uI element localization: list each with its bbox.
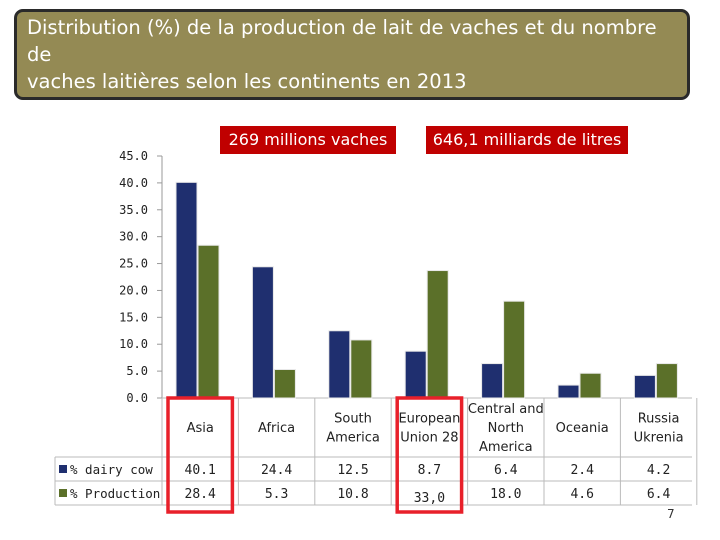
bar-dairy-cow bbox=[251, 266, 274, 399]
highlight-box bbox=[166, 396, 235, 514]
data-value: 6.4 bbox=[494, 463, 518, 478]
callout-cows: 269 millions vaches bbox=[220, 126, 396, 154]
y-tick-label: 30.0 bbox=[119, 230, 148, 244]
bar-dairy-cow bbox=[175, 181, 198, 399]
bar-production bbox=[273, 368, 296, 399]
data-value: 2.4 bbox=[570, 463, 594, 478]
bar-production bbox=[197, 244, 220, 399]
y-tick-label: 0.0 bbox=[126, 391, 148, 405]
legend-swatch bbox=[59, 465, 67, 473]
legend-label: % dairy cow bbox=[70, 462, 153, 477]
y-tick-label: 40.0 bbox=[119, 176, 148, 190]
legend-label: % Production bbox=[70, 486, 160, 501]
bar-production bbox=[655, 363, 678, 399]
data-value: 28.4 bbox=[185, 487, 216, 502]
y-tick-label: 5.0 bbox=[126, 364, 148, 378]
bar-production bbox=[350, 339, 373, 399]
data-value: 10.8 bbox=[337, 487, 368, 502]
y-tick-label: 15.0 bbox=[119, 310, 148, 324]
title-line-2: vaches laitières selon les continents en… bbox=[27, 70, 467, 93]
data-value: 24.4 bbox=[261, 463, 292, 478]
category-label: Ukrenia bbox=[634, 431, 684, 446]
data-value: 18.0 bbox=[490, 487, 521, 502]
category-label: European bbox=[398, 412, 460, 427]
bar-production bbox=[426, 270, 449, 399]
bar-dairy-cow bbox=[404, 350, 427, 399]
bar-dairy-cow bbox=[557, 384, 580, 399]
highlight-box bbox=[395, 396, 464, 514]
bar-dairy-cow bbox=[481, 363, 504, 399]
title-line-1: Distribution (%) de la production de lai… bbox=[27, 16, 657, 66]
bar-dairy-cow bbox=[328, 330, 351, 399]
y-tick-label: 25.0 bbox=[119, 257, 148, 271]
data-value: 33,0 bbox=[414, 491, 445, 506]
y-tick-label: 35.0 bbox=[119, 203, 148, 217]
data-value: 40.1 bbox=[185, 463, 216, 478]
category-label: South bbox=[334, 412, 372, 427]
category-label: Union 28 bbox=[400, 431, 458, 446]
category-label: America bbox=[479, 440, 533, 455]
title-suffix: ) bbox=[293, 97, 307, 120]
category-label: America bbox=[326, 431, 380, 446]
title-prefix: (Selon bbox=[27, 97, 95, 120]
page-number: 7 bbox=[667, 507, 675, 521]
data-value: 6.4 bbox=[647, 487, 671, 502]
bar-dairy-cow bbox=[633, 374, 656, 399]
data-value: 5.3 bbox=[265, 487, 288, 502]
category-label: Asia bbox=[187, 421, 214, 436]
data-value: 4.2 bbox=[647, 463, 670, 478]
category-label: North bbox=[488, 421, 524, 436]
category-label: Oceania bbox=[556, 421, 609, 436]
title-box: Distribution (%) de la production de lai… bbox=[14, 9, 690, 120]
y-tick-label: 45.0 bbox=[119, 149, 148, 163]
data-value: 4.6 bbox=[570, 487, 593, 502]
y-tick-label: 10.0 bbox=[119, 337, 148, 351]
callout-liters: 646,1 milliards de litres bbox=[426, 126, 628, 154]
legend-swatch bbox=[59, 489, 67, 497]
title-line-3: (Selon http://www.fil-idf.org ) bbox=[27, 95, 677, 122]
source-link[interactable]: http://www.fil-idf.org bbox=[94, 97, 294, 120]
bar-production bbox=[579, 372, 602, 399]
data-value: 12.5 bbox=[337, 463, 368, 478]
category-label: Russia bbox=[638, 412, 680, 427]
category-label: Africa bbox=[258, 421, 295, 436]
y-tick-label: 20.0 bbox=[119, 283, 148, 297]
category-label: Central and bbox=[468, 402, 544, 417]
data-value: 8.7 bbox=[418, 463, 441, 478]
bar-production bbox=[503, 300, 526, 399]
